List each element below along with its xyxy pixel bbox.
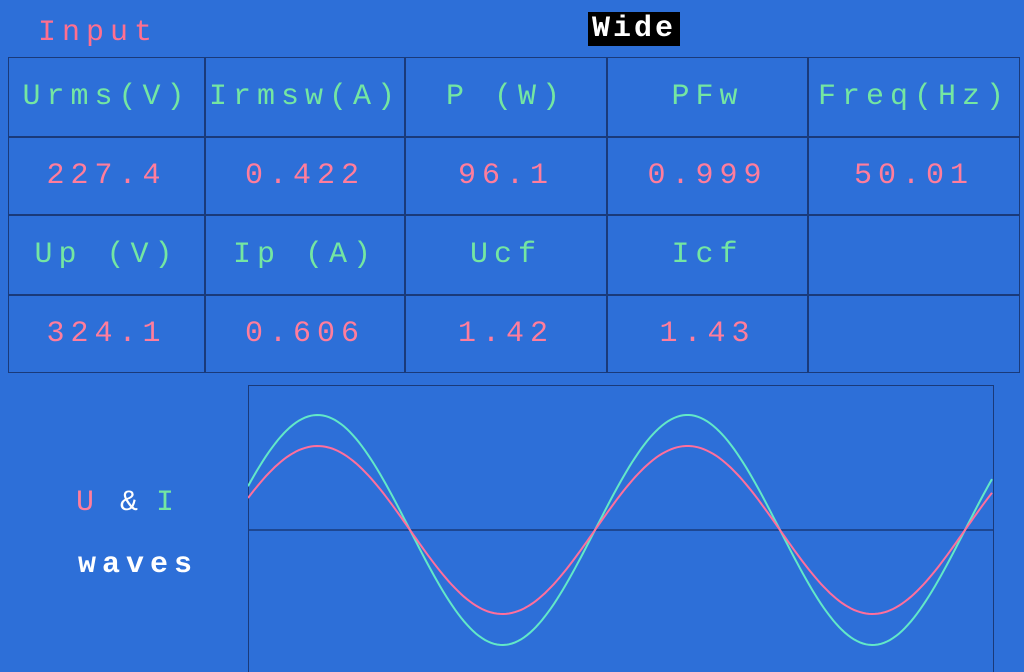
wave-label-u: U — [76, 486, 101, 520]
measurement-value: 0.606 — [205, 295, 405, 373]
column-header: Up (V) — [8, 215, 205, 295]
empty-cell — [808, 215, 1020, 295]
empty-cell — [808, 295, 1020, 373]
measurement-value: 324.1 — [8, 295, 205, 373]
wave-label-waves: waves — [78, 548, 199, 582]
column-header: Irmsw(A) — [205, 57, 405, 137]
screen-title: Input — [38, 16, 159, 50]
column-header: Urms(V) — [8, 57, 205, 137]
plot-frame — [248, 385, 994, 672]
current-wave — [248, 413, 993, 647]
column-header: P (W) — [405, 57, 607, 137]
column-header: Icf — [607, 215, 808, 295]
measurement-value: 0.422 — [205, 137, 405, 215]
waveform-plot — [248, 385, 994, 672]
wave-label-i: I — [156, 486, 181, 520]
measurement-value: 96.1 — [405, 137, 607, 215]
mode-indicator: Wide — [588, 12, 681, 46]
measurement-value: 50.01 — [808, 137, 1020, 215]
column-header: Ucf — [405, 215, 607, 295]
measurement-value: 0.999 — [607, 137, 808, 215]
voltage-wave — [248, 444, 993, 616]
measurement-value: 1.42 — [405, 295, 607, 373]
column-header: Freq(Hz) — [808, 57, 1020, 137]
measurement-value: 1.43 — [607, 295, 808, 373]
measurement-value: 227.4 — [8, 137, 205, 215]
column-header: Ip (A) — [205, 215, 405, 295]
wave-label-and: & — [120, 486, 145, 520]
column-header: PFw — [607, 57, 808, 137]
